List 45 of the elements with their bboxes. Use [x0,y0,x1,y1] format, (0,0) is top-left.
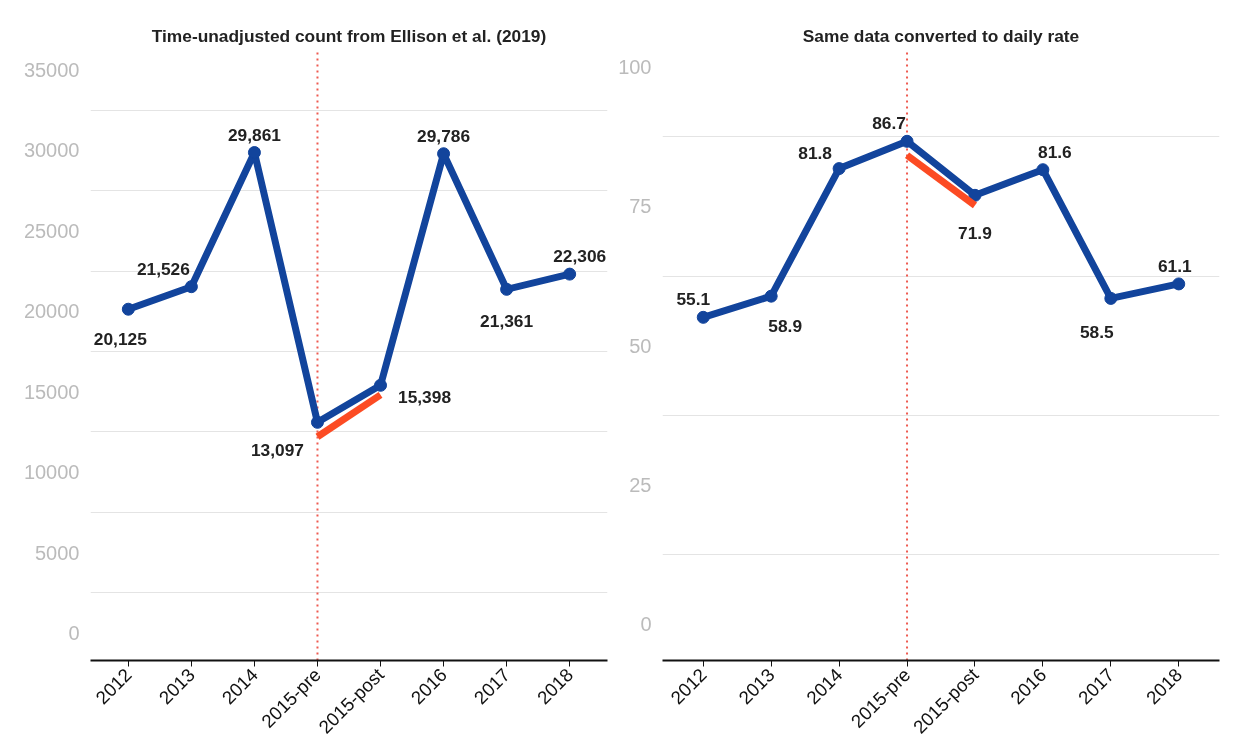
point [1104,291,1118,305]
y-tick-label: 0 [68,622,80,645]
point [968,188,982,202]
y-tick-label: 25 [629,474,652,497]
data-label: 55.1 [676,289,711,310]
y-tick-label: 50 [629,334,652,357]
data-label: 29,861 [227,124,282,145]
y-tick-label: 20000 [23,300,80,323]
point [374,378,388,392]
point [696,310,710,324]
data-label: 13,097 [250,440,304,461]
point [500,282,514,296]
data-label: 81.6 [1038,141,1073,162]
chart-title: Same data converted to daily rate [802,25,1080,46]
y-tick-label: 5000 [35,541,80,564]
data-label: 15,398 [398,387,452,408]
y-tick-label: 30000 [23,139,80,162]
y-tick-label: 10000 [23,461,80,484]
data-label: 61.1 [1157,255,1192,276]
point [563,267,577,281]
data-label: 58.9 [768,316,803,337]
point [121,302,135,316]
y-tick-label: 75 [629,195,652,218]
y-tick-label: 15000 [23,380,80,403]
point [900,134,914,148]
data-label: 20,125 [93,329,148,350]
data-label: 86.7 [872,113,906,134]
data-label: 58.5 [1079,322,1115,343]
point [764,289,778,303]
data-label: 81.8 [798,142,833,163]
annotation: 71.9 [958,223,992,244]
y-tick-label: 35000 [23,58,80,81]
point [832,162,846,176]
y-tick-label: 100 [618,56,652,79]
data-label: 22,306 [553,246,607,267]
data-label: 21,526 [136,258,191,279]
point [1036,163,1050,177]
y-tick-label: 0 [640,613,652,636]
data-label: 29,786 [417,125,471,146]
data-label: 21,361 [480,311,534,332]
chart-title: Time-unadjusted count from Ellison et al. (2019) [151,25,547,46]
point [310,415,324,429]
point [1172,277,1186,291]
point [184,280,198,294]
y-tick-label: 25000 [23,219,80,242]
